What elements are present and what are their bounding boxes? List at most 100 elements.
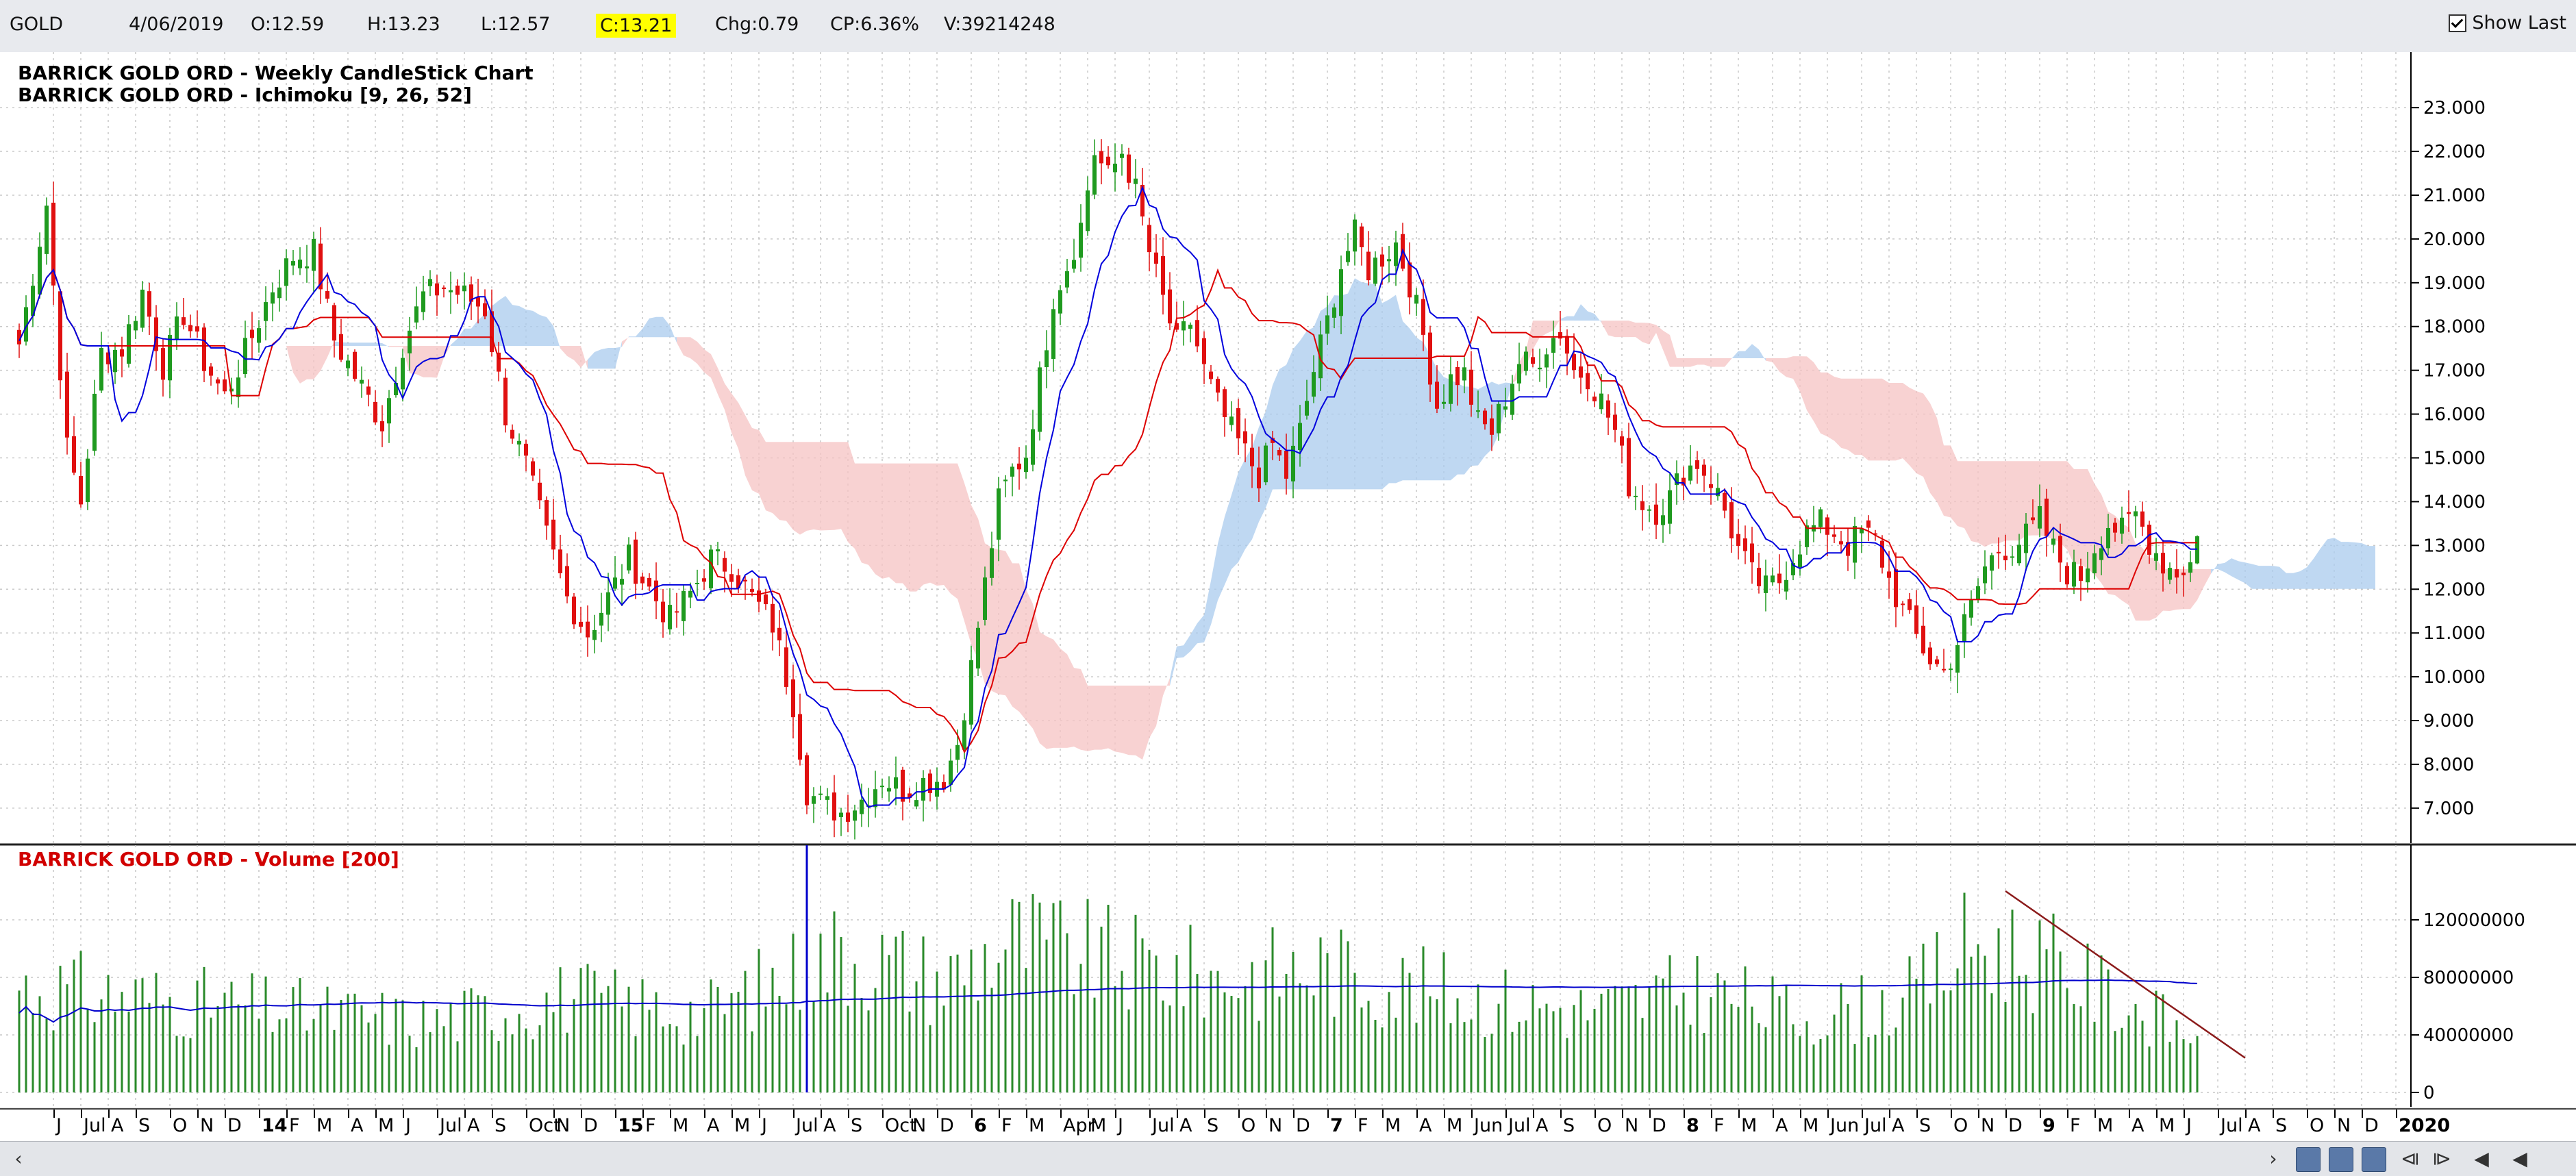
time-tick-label: A <box>823 1115 836 1136</box>
cloud-segment <box>396 345 403 347</box>
cloud-segment <box>704 349 711 378</box>
volume-bar <box>1627 986 1630 1092</box>
volume-bar <box>86 1010 89 1092</box>
time-tick-label: M <box>316 1115 333 1136</box>
volume-bar <box>2162 994 2164 1092</box>
cloud-segment <box>766 442 773 514</box>
candle <box>709 549 713 588</box>
cloud-segment <box>868 463 875 575</box>
cloud-segment <box>2074 468 2081 564</box>
cloud-segment <box>711 353 718 395</box>
volume-bar <box>1970 956 1973 1092</box>
scroll-left-icon[interactable]: ‹ <box>14 1147 23 1170</box>
candle <box>1414 295 1418 304</box>
time-tick <box>286 1110 288 1118</box>
cloud-segment <box>2060 461 2067 550</box>
cloud-segment <box>471 320 478 346</box>
time-tick-label: Oct <box>885 1115 917 1136</box>
first-bar-icon[interactable]: ⧏ <box>2401 1147 2420 1170</box>
cloud-segment <box>547 317 553 346</box>
volume-bar <box>210 1017 212 1092</box>
candle <box>38 247 42 295</box>
candle <box>353 351 357 379</box>
volume-bar <box>1258 1021 1260 1092</box>
print-icon[interactable] <box>2362 1147 2386 1172</box>
candle <box>236 377 240 397</box>
zoom-out-icon[interactable] <box>2329 1147 2353 1172</box>
candle <box>1188 325 1192 329</box>
cloud-segment <box>1142 686 1149 760</box>
candle <box>435 283 439 296</box>
cloud-segment <box>1738 351 1745 358</box>
cloud-segment <box>1882 378 1889 461</box>
candle <box>695 582 699 584</box>
volume-bar <box>1634 985 1637 1092</box>
cloud-segment <box>1403 321 1410 481</box>
cloud-segment <box>1697 358 1704 365</box>
cloud-segment <box>992 547 999 695</box>
cloud-segment <box>2211 564 2218 574</box>
time-tick <box>581 1110 582 1118</box>
cloud-segment <box>1108 686 1115 752</box>
cloud-segment <box>1868 378 1875 461</box>
volume-bar <box>1442 952 1445 1092</box>
candle <box>1154 252 1158 264</box>
volume-bar <box>2011 910 2014 1092</box>
cloud-segment <box>1622 321 1629 338</box>
candle <box>517 440 521 445</box>
cloud-segment <box>2368 546 2375 589</box>
time-tick-label: S <box>851 1115 863 1136</box>
candle <box>1579 366 1583 378</box>
show-last-toggle[interactable]: Show Last <box>2449 12 2566 34</box>
last-bar-icon[interactable]: ⧐ <box>2432 1147 2451 1170</box>
cloud-segment <box>896 463 903 584</box>
time-tick <box>2129 1110 2130 1118</box>
cloud-segment <box>1964 461 1971 542</box>
candle <box>1195 320 1199 347</box>
candle <box>2017 545 2021 564</box>
volume-tick-label: 0 <box>2423 1083 2435 1103</box>
show-last-checkbox[interactable] <box>2449 14 2467 32</box>
candle <box>1935 659 1939 664</box>
cloud-segment <box>1211 544 1218 625</box>
volume-bar <box>2148 1046 2151 1092</box>
chart-area[interactable]: 23.000 22.000 21.000 20.000 19.000 18.000 17.0… <box>0 52 2576 1108</box>
volume-bar <box>1504 969 1507 1092</box>
cloud-segment <box>1129 686 1136 755</box>
time-tick-label: O <box>1597 1115 1612 1136</box>
volume-bar <box>586 964 589 1092</box>
volume-bar <box>1470 1019 1473 1092</box>
candle <box>24 307 28 342</box>
horizontal-scrollbar[interactable]: ‹ › ⧏ ⧐ ◀ ◀ <box>0 1141 2576 1176</box>
price-tick-label: 20.000 <box>2423 229 2486 250</box>
time-tick <box>1684 1110 1685 1118</box>
candle <box>339 334 343 360</box>
scroll-right-icon[interactable]: › <box>2269 1147 2277 1170</box>
cloud-segment <box>1115 686 1122 753</box>
candle <box>1421 299 1425 335</box>
volume-bar <box>847 1005 849 1092</box>
volume-bar <box>1155 955 1158 1092</box>
volume-bar <box>956 954 959 1092</box>
volume-bar <box>1121 971 1123 1092</box>
volume-bar <box>121 992 123 1092</box>
cloud-segment <box>807 442 814 531</box>
volume-bar <box>949 955 952 1092</box>
cloud-segment <box>1588 311 1595 321</box>
candle <box>1723 492 1727 511</box>
previous-icon[interactable]: ◀ <box>2474 1147 2489 1170</box>
cloud-segment <box>2149 558 2156 621</box>
volume-bar <box>579 968 582 1092</box>
cloud-segment <box>1567 316 1574 321</box>
volume-bar <box>107 975 110 1092</box>
candle <box>716 549 720 552</box>
time-tick <box>1978 1110 1979 1118</box>
candle <box>990 548 994 578</box>
next-icon[interactable]: ◀ <box>2512 1147 2527 1170</box>
zoom-in-icon[interactable] <box>2296 1147 2321 1172</box>
candle <box>1825 517 1829 535</box>
volume-bar <box>1223 992 1226 1092</box>
symbol-label: GOLD <box>10 14 64 35</box>
volume-bar <box>1333 1016 1336 1092</box>
volume-bar <box>1203 1017 1205 1092</box>
